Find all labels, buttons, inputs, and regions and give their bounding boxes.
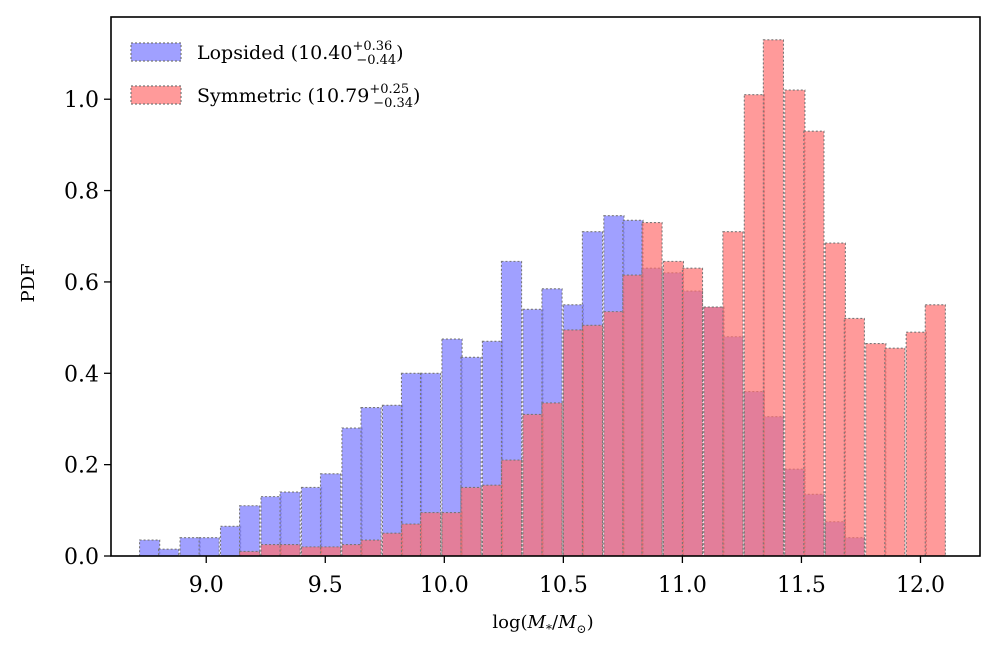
symmetric-bar-25	[743, 94, 765, 557]
x-tick-label: 11.0	[658, 573, 707, 598]
symmetric-bars	[239, 39, 946, 557]
y-tick-label: 0.4	[64, 362, 99, 387]
symmetric-bar-16	[562, 329, 585, 557]
x-axis-label: log(M*/M⊙)	[492, 612, 593, 636]
legend: Lopsided (10.40+0.36 −0.44) Symmetric (10…	[130, 39, 420, 111]
symmetric-bar-2	[279, 544, 301, 557]
y-tick-label: 0.2	[64, 454, 99, 479]
symmetric-bar-32	[884, 347, 906, 557]
lopsided-bar-11	[360, 406, 382, 557]
symmetric-bar-12	[481, 484, 504, 557]
symmetric-bar-4	[319, 546, 342, 557]
x-tick-label: 10.0	[420, 573, 469, 598]
x-tick-label: 11.5	[777, 573, 826, 598]
lopsided-bar-1	[158, 548, 180, 557]
lopsided-bar-7	[279, 491, 301, 557]
symmetric-bar-17	[581, 324, 604, 557]
symmetric-bar-6	[360, 539, 382, 557]
x-tick-label: 9.5	[308, 573, 343, 598]
legend-swatch-symmetric	[130, 85, 182, 105]
symmetric-bar-13	[500, 459, 523, 557]
x-tick-label: 12.0	[896, 573, 945, 598]
y-tick-label: 0.8	[64, 180, 99, 205]
y-tick-label: 0.0	[64, 545, 99, 570]
symmetric-bar-22	[681, 267, 704, 557]
symmetric-bar-19	[622, 274, 644, 557]
lopsided-bar-10	[341, 427, 363, 557]
symmetric-bar-10	[441, 512, 463, 557]
axes	[110, 16, 981, 557]
symmetric-bar-8	[400, 523, 423, 557]
lopsided-bar-9	[319, 473, 342, 557]
y-axis-label: PDF	[18, 263, 39, 302]
symmetric-bar-21	[662, 260, 685, 557]
symmetric-bar-24	[722, 231, 744, 557]
symmetric-bar-34	[924, 304, 946, 557]
symmetric-bar-20	[641, 222, 663, 557]
y-tick-label: 1.0	[64, 88, 99, 113]
lopsided-bar-0	[139, 539, 161, 557]
symmetric-bar-15	[541, 402, 563, 557]
x-tick-label: 10.5	[539, 573, 588, 598]
y-tick-label: 0.6	[64, 271, 99, 296]
symmetric-bar-9	[419, 512, 442, 557]
lopsided-bar-8	[300, 486, 323, 557]
symmetric-bar-3	[300, 546, 323, 557]
lopsided-bar-3	[198, 537, 220, 557]
symmetric-bar-30	[843, 317, 865, 557]
legend-label-lopsided: Lopsided (10.40+0.36 −0.44)	[197, 39, 404, 68]
lopsided-bar-5	[239, 505, 261, 557]
symmetric-bar-26	[762, 39, 785, 557]
x-tick-label: 9.0	[189, 573, 224, 598]
legend-label-symmetric: Symmetric (10.79+0.25 −0.34)	[197, 82, 420, 111]
lopsided-bar-2	[179, 537, 201, 557]
legend-swatch-lopsided	[130, 42, 182, 62]
symmetric-bar-18	[603, 311, 625, 557]
symmetric-bar-7	[381, 532, 404, 557]
lopsided-bar-4	[219, 525, 242, 557]
plot-frame	[110, 16, 981, 557]
symmetric-bar-5	[341, 544, 363, 557]
symmetric-bar-31	[865, 343, 887, 557]
ticks: 9.0 9.5 10.0 10.5 11.0 11.5 12.0 0.0 0.2 0.4 0.6 0.…	[64, 88, 945, 598]
symmetric-bar-0	[239, 550, 261, 557]
symmetric-bar-23	[703, 306, 725, 557]
symmetric-bar-11	[460, 486, 482, 557]
symmetric-bar-14	[522, 413, 544, 557]
symmetric-bar-1	[260, 544, 282, 557]
symmetric-bar-33	[905, 331, 927, 557]
symmetric-bar-29	[824, 242, 846, 557]
symmetric-bar-27	[784, 89, 806, 557]
symmetric-bar-28	[803, 130, 825, 557]
